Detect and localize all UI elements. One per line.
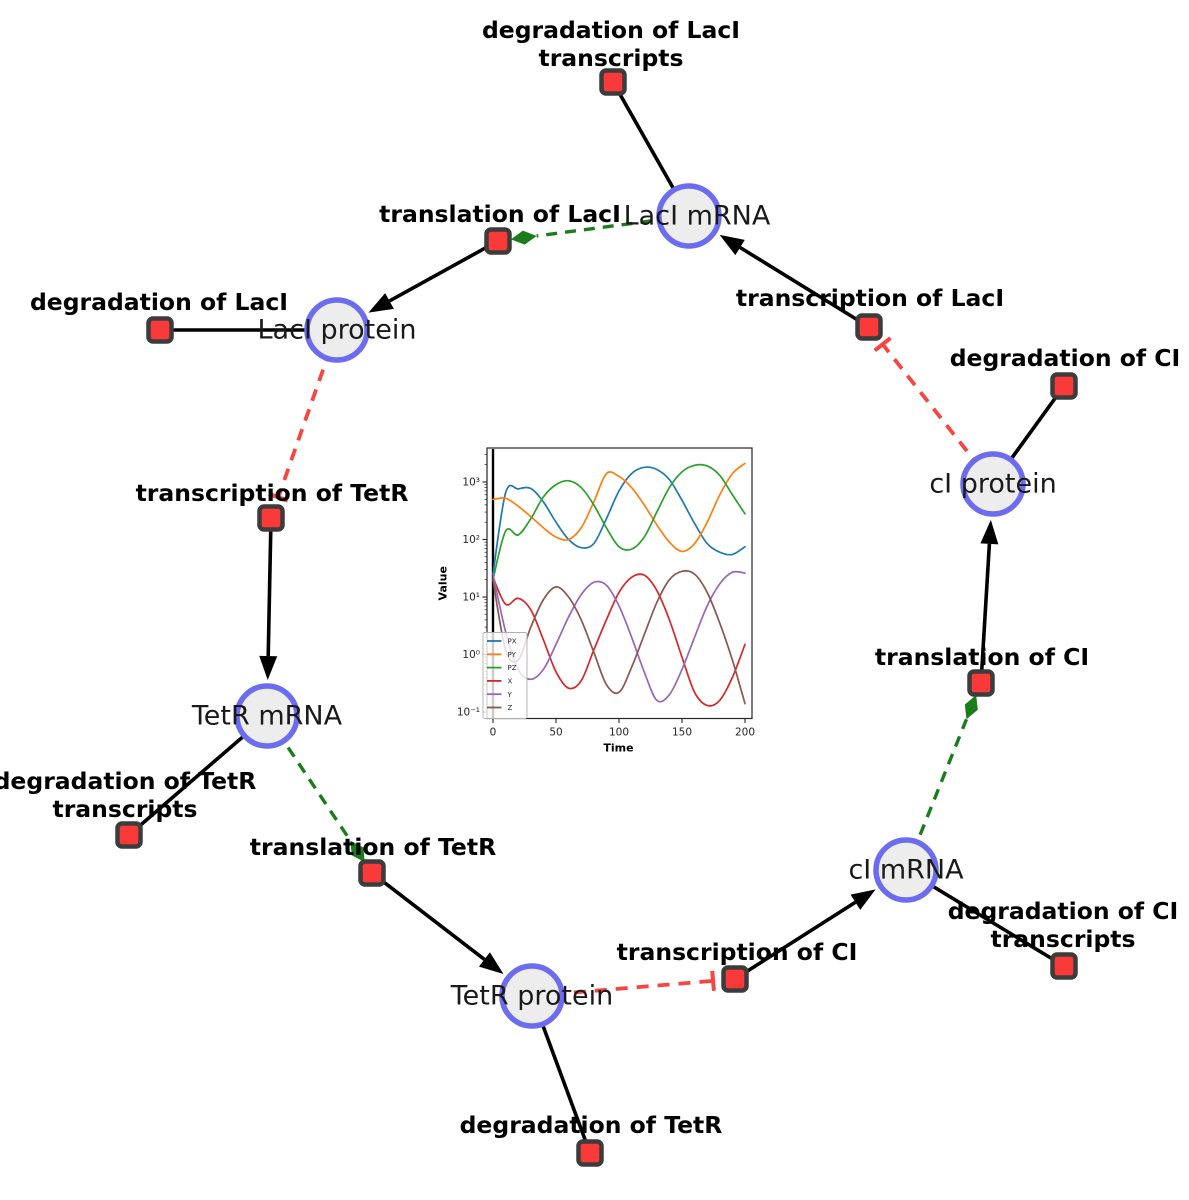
species-node-tetr-mrna [234,683,300,749]
x-tick-label: 200 [735,727,755,739]
edge-inhibition-laci-protein-transcription-tetr-tee-bar [268,492,289,503]
reaction-label-deg-laci: degradation of LacI [30,288,288,316]
y-axis-title: Value [437,566,450,600]
x-tick-label: 100 [609,727,629,739]
y-tick-label: 10¹ [462,592,480,604]
nodes-layer [115,68,1078,1167]
x-tick-label: 0 [490,727,497,739]
reaction-node-transcription-ci [721,965,749,993]
species-label-ci-mrna: cI mRNA [848,855,964,886]
edge-production-translation-ci-ci-protein-arrowhead [980,519,999,545]
x-tick-label: 50 [549,727,562,739]
reaction-label-translation-tetr: translation of TetR [250,833,496,861]
y-tick-label: 10⁻¹ [457,707,480,719]
reaction-label-deg-ci: degradation of CI [950,344,1181,372]
edge-modifier-tetr-mrna-translation-tetr-diamond [350,840,365,863]
series-curve-PY [492,462,746,553]
species-label-laci-mrna: LacI mRNA [624,201,771,232]
edge-production-translation-tetr-tetr-protein [370,871,486,961]
legend-label-PX: PX [508,638,517,646]
edge-production-transcription-tetr-tetr-mrna-arrowhead [259,655,278,681]
legend-label-PZ: PZ [508,664,517,672]
edge-production-transcription-ci-ci-mrna [734,900,857,981]
legend: PX PY PZ XYZ [482,632,528,719]
curves-group [492,462,746,707]
reaction-label-deg-tetr-transcripts-line1: degradation of TetR [0,767,256,795]
reaction-node-deg-laci [146,316,174,344]
reaction-label-deg-ci-transcripts-line1: degradation of CI [948,897,1179,925]
reaction-node-transcription-tetr [257,504,285,532]
reaction-label-deg-ci-transcripts-line2: transcripts [990,925,1135,953]
plot-background [487,448,752,719]
x-tick-label: 150 [672,727,692,739]
reaction-label-deg-tetr-transcripts-line2: transcripts [52,795,197,823]
y-tick-label: 10² [462,534,480,546]
labels-layer: LacI mRNA LacI protein TetR mRNA TetR prote… [0,16,1180,1139]
legend-label-Z: Z [508,704,513,712]
reaction-label-deg-laci-transcripts-line2: transcripts [538,44,683,72]
inset-chart: 10⁻¹ 10⁰ 10¹ 10² 10³ 0 50 100 150 200 PX PY PZ XYZ Tim… [437,447,755,755]
edge-production-transcription-ci-ci-mrna-arrowhead [850,889,876,910]
species-label-ci-protein: cI protein [929,469,1056,500]
species-label-laci-protein: LacI protein [258,315,417,346]
reaction-label-deg-laci-transcripts-line1: degradation of LacI [482,16,740,44]
edge-production-translation-ci-ci-protein [979,543,992,684]
reaction-node-translation-tetr [358,859,386,887]
plot-frame [486,447,753,720]
reaction-label-transcription-laci: transcription of LacI [736,284,1004,312]
reaction-node-deg-ci-transcripts [1050,952,1078,980]
series-curve-Y [492,570,746,703]
species-node-ci-protein [960,451,1026,517]
reaction-label-deg-tetr: degradation of TetR [460,1111,723,1139]
reaction-node-transcription-laci [855,313,883,341]
edge-production-translation-tetr-tetr-protein-arrowhead [478,952,504,975]
edge-inhibition-ci-protein-transcription-laci-tee-bar [873,336,892,353]
reaction-label-transcription-ci: transcription of CI [617,938,858,966]
reaction-node-translation-laci [484,227,512,255]
reaction-node-deg-laci-transcripts [599,68,627,96]
edge-production-transcription-laci-laci-mrna [739,245,870,329]
species-node-ci-mrna [873,837,939,903]
series-curve-PX [492,466,746,575]
series-curve-PZ [492,463,746,581]
edge-modifier-laci-mrna-translation-laci-diamond [510,230,537,245]
y-tick-label: 10³ [462,477,480,489]
edge-production-transcription-laci-laci-mrna-arrowhead [719,234,745,256]
legend-box [482,632,528,719]
edge-modifier-ci-mrna-translation-ci-diamond [964,695,978,720]
species-node-laci-mrna [656,183,722,249]
reaction-label-translation-ci: translation of CI [875,643,1089,671]
y-tick-label: 10⁰ [462,649,480,661]
reaction-label-translation-laci: translation of LacI [379,200,621,228]
species-label-tetr-protein: TetR protein [450,981,613,1012]
edge-inhibition-tetr-protein-transcription-ci-tee-bar [710,970,716,991]
x-axis-title: Time [603,742,633,755]
series-curve-Z [492,569,746,705]
species-node-tetr-protein [499,963,565,1029]
reaction-node-deg-tetr [576,1139,604,1167]
legend-label-PY: PY [508,651,517,659]
species-label-tetr-mrna: TetR mRNA [191,701,343,732]
reaction-node-deg-tetr-transcripts [115,821,143,849]
edge-production-translation-laci-laci-protein [388,239,499,303]
edge-production-transcription-tetr-tetr-mrna [266,517,273,657]
species-node-laci-protein [304,297,370,363]
legend-label-Y: Y [507,691,513,699]
legend-label-X: X [508,678,513,686]
reaction-node-translation-ci [967,669,995,697]
reaction-label-transcription-tetr: transcription of TetR [136,479,409,507]
edge-production-translation-laci-laci-protein-arrowhead [368,293,394,313]
reaction-node-deg-ci [1050,372,1078,400]
